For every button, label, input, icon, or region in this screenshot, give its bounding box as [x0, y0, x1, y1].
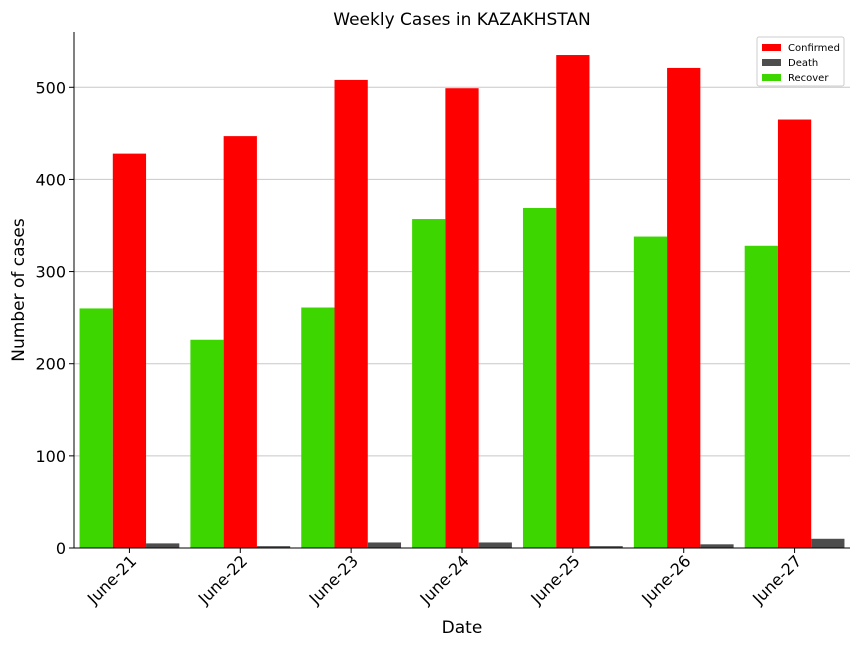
bar-confirmed	[556, 55, 590, 549]
bar-death	[367, 542, 402, 548]
legend-swatch	[762, 59, 781, 66]
bar-recover	[744, 245, 778, 548]
bar-death	[478, 542, 512, 548]
x-tick-label: June-26	[637, 551, 694, 608]
y-tick-label: 400	[35, 170, 66, 189]
bar-recover	[79, 308, 113, 548]
bar-recover	[633, 236, 668, 549]
y-axis-label: Number of cases	[9, 218, 29, 362]
bars	[79, 55, 845, 549]
bar-confirmed	[223, 136, 257, 548]
bar-confirmed	[445, 88, 479, 548]
bar-recover	[522, 207, 557, 548]
y-tick-label: 200	[35, 355, 66, 374]
bar-recover	[412, 219, 446, 549]
x-tick-label: June-23	[305, 551, 362, 608]
chart-title: Weekly Cases in KAZAKHSTAN	[333, 10, 590, 30]
y-tick-label: 100	[35, 447, 66, 466]
x-tick-label: June-22	[194, 551, 251, 608]
x-tick-label: June-27	[748, 551, 805, 608]
bar-confirmed	[667, 67, 701, 548]
bar-death	[256, 546, 291, 548]
bar-recover	[301, 307, 335, 548]
bar-death	[146, 543, 180, 548]
x-ticks: June-21 June-22 June-23 June-24 June-25 June-…	[83, 548, 805, 609]
legend-swatch	[762, 74, 781, 81]
bar-death	[589, 546, 623, 548]
x-tick-label: June-21	[83, 551, 140, 608]
legend-label: Confirmed	[788, 43, 840, 54]
legend-swatch	[762, 44, 781, 51]
bar-death	[811, 538, 845, 548]
legend-label: Death	[788, 58, 818, 69]
legend-label: Recover	[788, 73, 829, 84]
y-tick-label: 0	[56, 539, 66, 558]
y-tick-label: 300	[35, 263, 66, 282]
bar-confirmed	[777, 119, 812, 549]
x-tick-label: June-25	[526, 551, 583, 608]
y-tick-label: 500	[35, 78, 66, 97]
bar-recover	[190, 339, 224, 548]
x-tick-label: June-24	[416, 551, 473, 608]
legend: Confirmed Death Recover	[756, 36, 845, 87]
bar-death	[700, 544, 734, 548]
x-axis-label: Date	[442, 618, 483, 638]
y-ticks: 0 100 200 300 400 500	[35, 78, 74, 558]
bar-confirmed	[112, 153, 147, 548]
bar-confirmed	[334, 79, 368, 549]
